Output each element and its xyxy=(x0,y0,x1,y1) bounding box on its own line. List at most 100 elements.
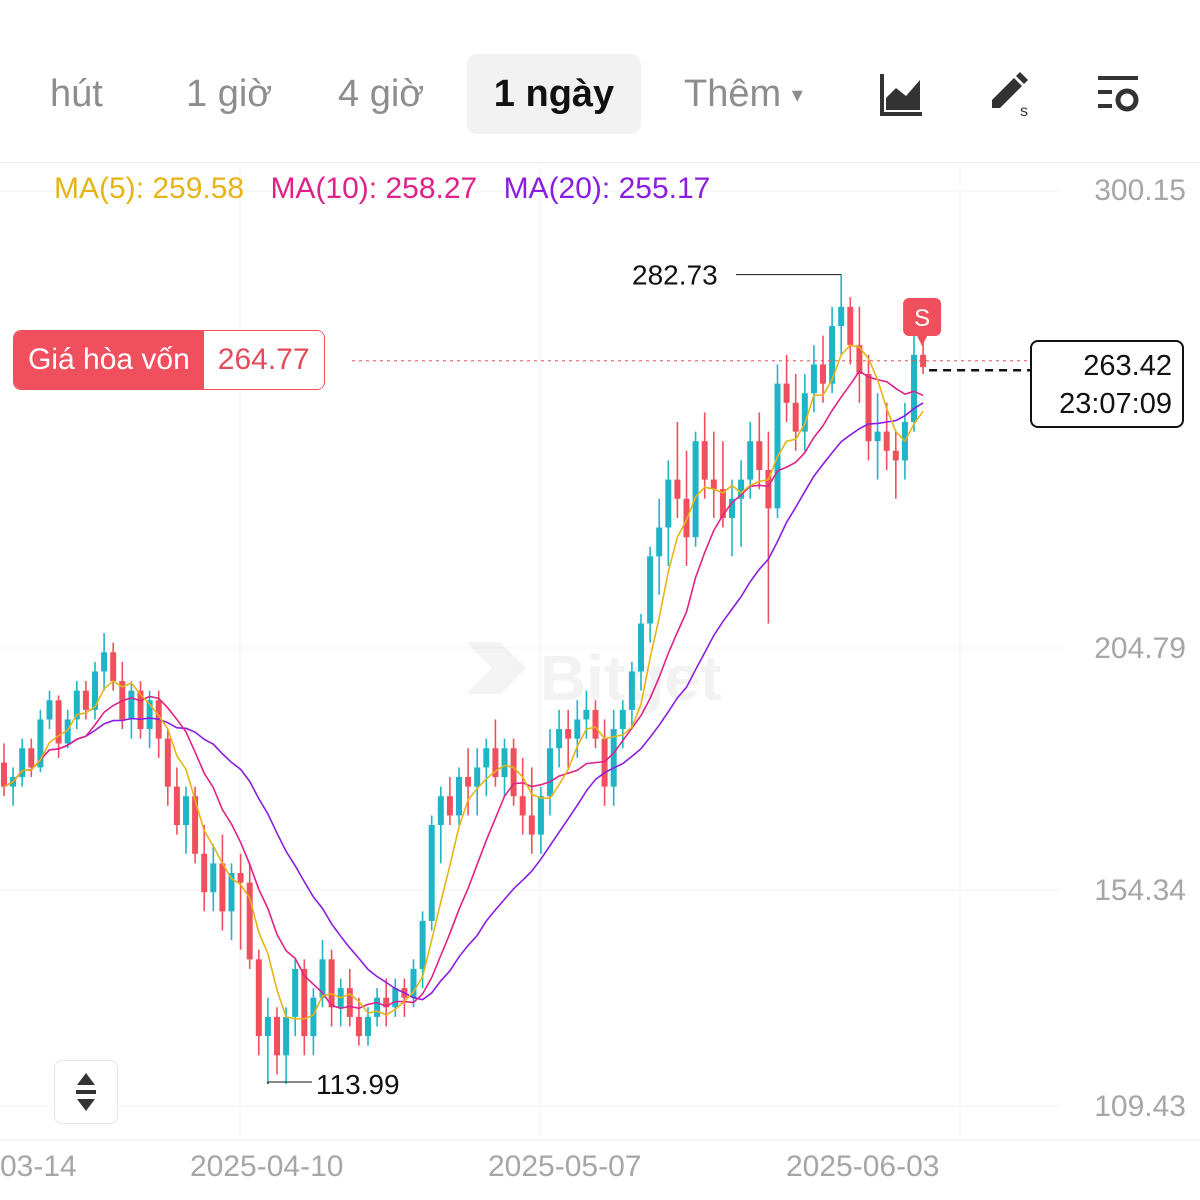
candle-body xyxy=(446,796,453,816)
candle-body xyxy=(856,345,863,375)
candle-body xyxy=(437,796,444,826)
candle-body xyxy=(537,796,544,835)
candle-body xyxy=(692,441,699,538)
candle-body xyxy=(228,872,235,912)
price-tick: 154.34 xyxy=(1094,874,1186,907)
candle-body xyxy=(64,719,71,744)
chart-type-icon[interactable] xyxy=(878,70,926,118)
sell-signal-badge xyxy=(903,298,942,336)
candle-body xyxy=(528,815,535,835)
ma5-value: MA(5): 259.58 xyxy=(54,172,245,205)
candle-body xyxy=(319,959,326,998)
candle-body xyxy=(137,690,144,730)
candle-body xyxy=(283,1016,290,1056)
tab-minute[interactable]: hút xyxy=(50,73,103,115)
candle-body xyxy=(738,479,745,499)
candle-body xyxy=(920,354,927,368)
candle-body xyxy=(510,748,517,797)
candle-body xyxy=(765,469,772,509)
candle-body xyxy=(774,383,781,509)
candle-body xyxy=(665,479,672,528)
candle-body xyxy=(610,729,617,787)
candle-body xyxy=(110,652,117,682)
candle-body xyxy=(264,1016,271,1037)
candle-body xyxy=(674,479,681,499)
tab-more[interactable]: Thêm ▾ xyxy=(684,54,803,134)
candle-body xyxy=(719,489,726,518)
tab-more-label: Thêm xyxy=(684,73,782,115)
sell-signal-marker: S xyxy=(903,298,942,346)
current-price-box: 263.42 23:07:09 xyxy=(1030,340,1184,428)
candle-body xyxy=(747,441,754,480)
candle-body xyxy=(574,719,581,739)
candle-body xyxy=(210,863,217,893)
candle-body xyxy=(82,690,89,710)
candle-body xyxy=(201,853,208,893)
candle-body xyxy=(456,777,462,816)
high-price-label: 282.73 xyxy=(632,260,718,291)
candle-body xyxy=(301,968,308,1037)
candle-body xyxy=(628,671,635,710)
indicator-settings-icon[interactable] xyxy=(1094,70,1142,118)
candle-body xyxy=(37,719,44,768)
candle-body xyxy=(46,700,53,720)
candle-body xyxy=(501,748,508,778)
candle-body xyxy=(474,767,481,787)
candle-body xyxy=(192,796,199,854)
candle-body xyxy=(792,402,799,432)
candle-body xyxy=(701,441,708,480)
candle-body xyxy=(601,738,608,787)
caret-down-icon: ▾ xyxy=(791,82,803,107)
date-tick: 2025-04-10 xyxy=(190,1150,344,1183)
candle-body xyxy=(428,825,435,921)
candle-body xyxy=(820,364,826,384)
candle-body xyxy=(911,354,917,423)
breakeven-price-tag: Giá hòa vốn 264.77 xyxy=(13,330,325,390)
price-tick: 109.43 xyxy=(1094,1090,1186,1123)
candle-body xyxy=(55,700,62,744)
tab-1-day[interactable]: 1 ngày xyxy=(467,54,641,134)
svg-text:s: s xyxy=(1020,103,1028,118)
candle-body xyxy=(419,920,426,969)
candle-body xyxy=(146,700,153,730)
candle-body xyxy=(638,623,644,672)
candle-body xyxy=(865,374,872,442)
breakeven-value: 264.77 xyxy=(203,331,324,389)
candle-countdown: 23:07:09 xyxy=(1059,388,1172,420)
ma10-line xyxy=(3,370,924,1010)
candle-body xyxy=(183,796,189,826)
candle-body xyxy=(19,748,26,778)
candle-body xyxy=(838,306,845,327)
tab-1-hour[interactable]: 1 giờ xyxy=(186,73,273,115)
candle-body xyxy=(73,690,80,720)
candle-body xyxy=(583,709,590,720)
candle-body xyxy=(410,968,417,998)
candle-body xyxy=(756,441,763,470)
toolbar: hút 1 giờ 4 giờ 1 ngày Thêm ▾ s xyxy=(0,0,1200,163)
candle-body xyxy=(810,364,817,394)
candle-body xyxy=(173,786,180,826)
candle-body xyxy=(892,450,899,461)
candle-body xyxy=(392,988,399,1008)
candle-body xyxy=(255,959,262,1037)
candle-body xyxy=(101,652,108,672)
tab-4-hours[interactable]: 4 giờ xyxy=(338,73,425,115)
candle-body xyxy=(355,1016,362,1037)
low-price-label: 113.99 xyxy=(316,1069,400,1100)
date-tick: 2025-06-03 xyxy=(786,1150,940,1183)
current-price: 263.42 xyxy=(1083,350,1172,382)
candle-body xyxy=(237,872,244,883)
candle-body xyxy=(128,690,135,720)
sell-signal-label: S xyxy=(914,305,930,332)
candle-body xyxy=(164,738,171,787)
candle-body xyxy=(374,997,381,1017)
vertical-scale-button[interactable] xyxy=(54,1060,118,1124)
watermark-logo: Bitget xyxy=(466,642,721,714)
ma20-value: MA(20): 255.17 xyxy=(503,172,711,205)
candle-body xyxy=(465,777,472,787)
candle-body xyxy=(729,498,735,518)
candle-body xyxy=(783,383,790,403)
draw-tool-icon[interactable]: s xyxy=(986,70,1034,118)
candle-body xyxy=(619,709,626,730)
